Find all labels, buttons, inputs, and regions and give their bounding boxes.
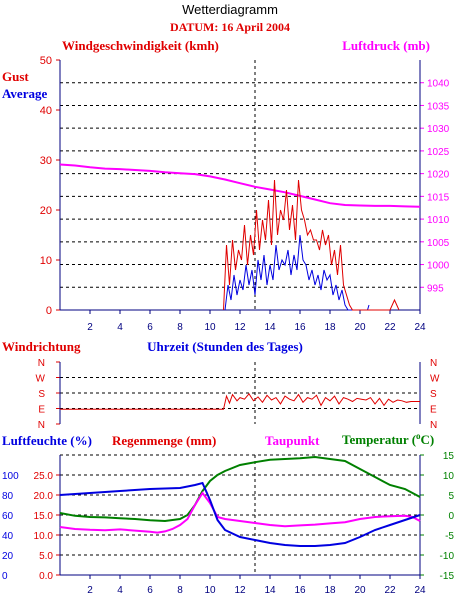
pressure-tick-label: 1020 — [427, 170, 450, 181]
pressure-line — [59, 163, 421, 208]
temp-tick-label: 0 — [448, 511, 454, 522]
wind-pressure-panel: 9951000100510101015102010251030103510400… — [40, 55, 450, 333]
direction-tick-label-right: N — [430, 358, 437, 369]
wind-direction-panel: N NE ES SW WN N — [36, 358, 440, 431]
wind-x-tick-label: 12 — [234, 322, 246, 333]
wind-tick-label: 10 — [40, 255, 52, 267]
humidity-x-tick-label: 24 — [414, 585, 426, 596]
humidity-x-tick-label: 2 — [87, 585, 93, 596]
rain-tick-label: 0.0 — [39, 571, 53, 582]
temp-tick-label: 10 — [443, 471, 455, 482]
humidity-tick-label: 40 — [2, 531, 14, 542]
wind-x-tick-label: 6 — [147, 322, 153, 333]
direction-tick-label-right: E — [430, 405, 437, 416]
humidity-x-tick-label: 6 — [147, 585, 153, 596]
gust-label: Gust — [2, 69, 29, 84]
pressure-tick-label: 1030 — [427, 124, 450, 135]
wind-x-tick-label: 20 — [354, 322, 366, 333]
pressure-tick-label: 1010 — [427, 215, 450, 226]
wind-direction-line — [60, 392, 420, 410]
humidity-x-tick-label: 16 — [294, 585, 306, 596]
humidity-x-tick-label: 10 — [204, 585, 216, 596]
pressure-title: Luftdruck (mb) — [342, 38, 430, 53]
rain-tick-label: 15.0 — [34, 511, 54, 522]
direction-tick-label-right: S — [430, 389, 437, 400]
wind-x-tick-label: 8 — [177, 322, 183, 333]
wind-tick-label: 50 — [40, 55, 52, 67]
wind-x-tick-label: 16 — [294, 322, 306, 333]
temperature-title: Temperatur (oC) — [342, 431, 434, 447]
wind-speed-title: Windgeschwindigkeit (kmh) — [62, 38, 219, 53]
temperature-degree: o — [416, 431, 421, 441]
temp-tick-label: -15 — [440, 571, 455, 582]
direction-tick-label-right: W — [430, 374, 440, 385]
humidity-x-tick-label: 18 — [324, 585, 336, 596]
rain-title: Regenmenge (mm) — [112, 433, 216, 448]
wind-x-tick-label: 14 — [264, 322, 276, 333]
temp-tick-label: -5 — [445, 531, 454, 542]
pressure-tick-label: 1000 — [427, 261, 450, 272]
humidity-tick-label: 0 — [2, 571, 8, 582]
rain-tick-label: 5.0 — [39, 551, 53, 562]
rain-tick-label: 25.0 — [34, 471, 54, 482]
wind-x-tick-label: 18 — [324, 322, 336, 333]
temperature-line — [59, 455, 421, 523]
direction-tick-label-left: E — [38, 405, 45, 416]
humidity-tick-label: 60 — [2, 511, 14, 522]
direction-tick-label-left: N — [38, 420, 45, 431]
temp-tick-label: 5 — [448, 491, 454, 502]
wind-x-tick-label: 10 — [204, 322, 216, 333]
temp-tick-label: 15 — [443, 451, 455, 462]
pressure-tick-label: 1025 — [427, 147, 450, 158]
humidity-tick-label: 80 — [2, 491, 14, 502]
pressure-tick-label: 1035 — [427, 101, 450, 112]
date-line: DATUM: 16 April 2004 — [170, 20, 290, 34]
pressure-tick-label: 1040 — [427, 79, 450, 90]
wind-tick-label: 0 — [46, 305, 52, 317]
temperature-title-text: Temperatur ( — [342, 432, 416, 447]
average-label: Average — [2, 86, 47, 101]
wind-x-tick-label: 24 — [414, 322, 426, 333]
humidity-tick-label: 100 — [2, 471, 19, 482]
chart-title: Wetterdiagramm — [182, 2, 278, 17]
rain-tick-label: 20.0 — [34, 491, 54, 502]
humidity-x-tick-label: 8 — [177, 585, 183, 596]
wind-tick-label: 40 — [40, 105, 52, 117]
direction-tick-label-left: W — [36, 374, 46, 385]
wind-x-tick-label: 2 — [87, 322, 93, 333]
pressure-tick-label: 1015 — [427, 192, 450, 203]
average-wind-line — [224, 234, 370, 311]
humidity-x-tick-label: 20 — [354, 585, 366, 596]
humidity-x-tick-label: 4 — [117, 585, 123, 596]
wind-tick-label: 20 — [40, 205, 52, 217]
humidity-x-tick-label: 14 — [264, 585, 276, 596]
dewpoint-title: Taupunkt — [265, 433, 320, 448]
humidity-x-tick-label: 12 — [234, 585, 246, 596]
rain-tick-label: 10.0 — [34, 531, 54, 542]
direction-tick-label-right: N — [430, 420, 437, 431]
temperature-unit: C) — [421, 432, 435, 447]
pressure-tick-label: 1005 — [427, 238, 450, 249]
dewpoint-line — [59, 491, 421, 534]
time-axis-title: Uhrzeit (Stunden des Tages) — [147, 339, 303, 354]
direction-tick-label-left: S — [38, 389, 45, 400]
wind-x-tick-label: 4 — [117, 322, 123, 333]
humidity-temperature-panel: -15 -10 -5 0 5 10 15 0 0.0 20 5.0 40 10.0 60 15.0 80 20.… — [2, 451, 454, 596]
humidity-line — [59, 481, 421, 547]
wind-tick-label: 30 — [40, 155, 52, 167]
wind-x-tick-label: 22 — [384, 322, 396, 333]
humidity-title: Luftfeuchte (%) — [2, 433, 92, 448]
wind-direction-title: Windrichtung — [2, 339, 81, 354]
humidity-x-tick-label: 22 — [384, 585, 396, 596]
pressure-tick-label: 995 — [427, 283, 444, 294]
temp-tick-label: -10 — [440, 551, 455, 562]
direction-tick-label-left: N — [38, 358, 45, 369]
humidity-tick-label: 20 — [2, 551, 14, 562]
gust-wind-line — [223, 179, 400, 311]
